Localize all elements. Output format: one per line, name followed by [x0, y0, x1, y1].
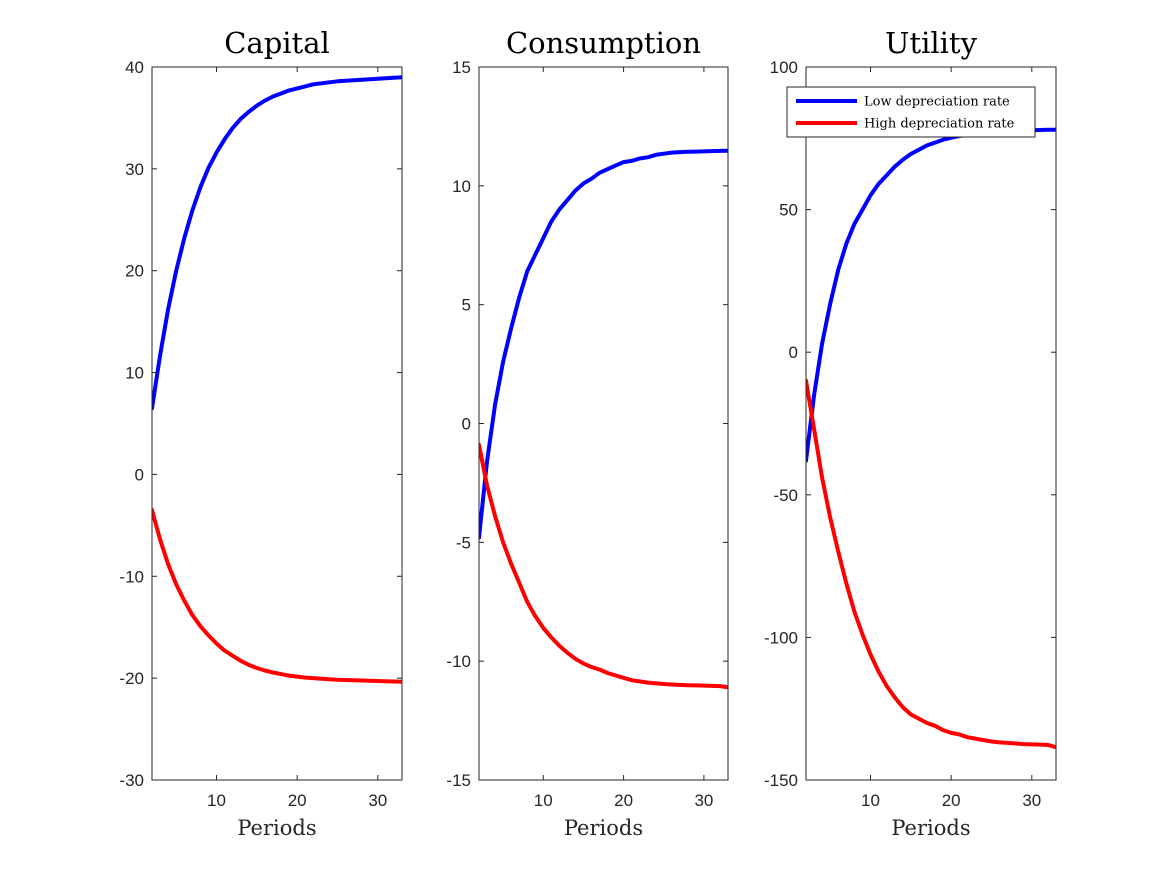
series-line-red	[152, 508, 402, 684]
y-tick-label: -10	[119, 567, 144, 586]
y-tick-label: -100	[764, 628, 798, 647]
y-tick-label: -20	[119, 669, 144, 688]
subplot-3: -150 -100 -50 0 50 100 10 20 30 Utility Periods Low…	[764, 26, 1057, 840]
y-tick-label: 40	[125, 58, 144, 77]
legend-box	[786, 86, 1036, 138]
subplot-1: -30 -20 -10 0 10 20 30 40 10 20 30 Capital Periods	[119, 26, 403, 840]
series-group	[806, 127, 1056, 750]
y-tick-label: -50	[773, 486, 798, 505]
y-tick-label: 10	[452, 177, 471, 196]
axes-frame	[805, 66, 1057, 781]
y-tick-label: 5	[462, 296, 471, 315]
series-group	[152, 75, 402, 684]
series-line-blue	[806, 127, 1056, 463]
y-tick-label: -5	[456, 533, 471, 552]
x-tick-label: 10	[207, 791, 226, 810]
y-tick-label: 50	[779, 201, 798, 220]
legend-entry-label: Low depreciation rate	[864, 95, 1010, 110]
y-tick-label: -15	[446, 771, 471, 790]
chart-title: Utility	[885, 26, 978, 60]
x-tick-label: 30	[1022, 791, 1041, 810]
y-tick-label: 30	[125, 160, 144, 179]
series-line-blue	[152, 75, 402, 411]
x-axis-label: Periods	[564, 816, 643, 840]
y-tick-label: 20	[125, 262, 144, 281]
x-axis-label: Periods	[237, 816, 316, 840]
y-tick-label: 0	[462, 415, 471, 434]
x-tick-label: 20	[942, 791, 961, 810]
y-tick-label: -10	[446, 652, 471, 671]
x-tick-label: 30	[368, 791, 387, 810]
axes-frame	[151, 66, 403, 781]
y-tick-label: 10	[125, 364, 144, 383]
chart-title: Consumption	[506, 26, 701, 60]
x-tick-label: 10	[534, 791, 553, 810]
y-tick-label: 0	[135, 465, 144, 484]
x-tick-label: 10	[861, 791, 880, 810]
y-tick-label: -30	[119, 771, 144, 790]
y-tick-label: -150	[764, 771, 798, 790]
series-group	[479, 148, 728, 690]
legend-entry-label: High depreciation rate	[864, 117, 1015, 132]
series-line-red	[806, 378, 1056, 750]
y-tick-label: 0	[789, 343, 798, 362]
chart-title: Capital	[224, 26, 330, 60]
series-line-red	[479, 442, 728, 690]
x-tick-label: 30	[694, 791, 713, 810]
x-axis-label: Periods	[891, 816, 970, 840]
legend: Low depreciation rate High depreciation r…	[786, 86, 1036, 138]
y-tick-label: 15	[452, 58, 471, 77]
x-tick-label: 20	[614, 791, 633, 810]
series-line-blue	[479, 148, 728, 540]
y-tick-label: 100	[770, 58, 798, 77]
subplot-2: -15 -10 -5 0 5 10 15 10 20 30 Consumption Periods	[446, 26, 729, 840]
x-tick-label: 20	[288, 791, 307, 810]
